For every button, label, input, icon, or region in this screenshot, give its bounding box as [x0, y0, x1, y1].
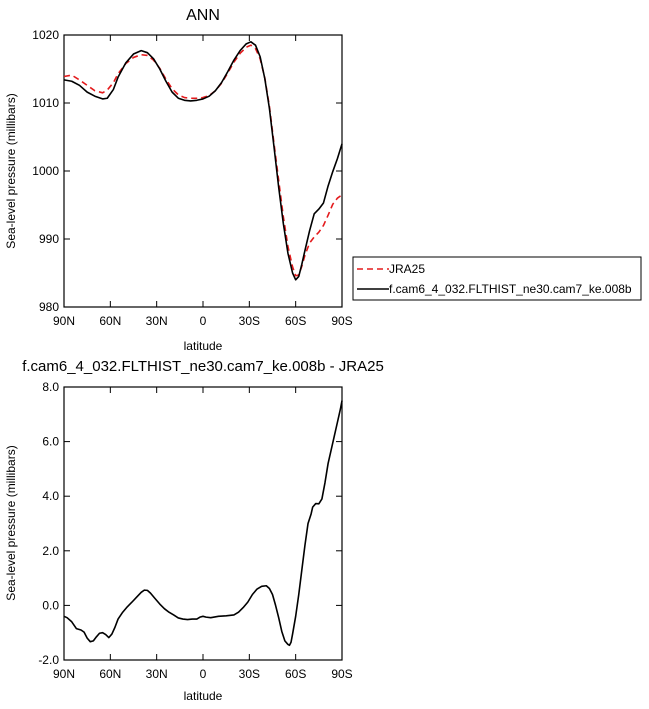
- bottom-x-tick-label: 0: [200, 667, 207, 681]
- bottom-panel: f.cam6_4_032.FLTHIST_ne30.cam7_ke.008b -…: [4, 358, 384, 703]
- bottom-y-tick-label: 4.0: [42, 489, 59, 503]
- bottom-x-tick-label: 60N: [99, 667, 121, 681]
- bottom-x-axis: 90N 60N 30N 0 30S 60S 90S: [53, 387, 353, 681]
- top-x-axis: 90N 60N 30N 0 30S 60S 90S: [53, 35, 353, 328]
- top-y-tick-label: 1020: [32, 28, 59, 42]
- legend-label-model: f.cam6_4_032.FLTHIST_ne30.cam7_ke.008b: [389, 282, 632, 296]
- bottom-y-axis: 8.0 6.0 4.0 2.0 0.0 -2.0: [38, 380, 342, 667]
- legend: JRA25 f.cam6_4_032.FLTHIST_ne30.cam7_ke.…: [352, 256, 642, 301]
- top-x-tick-label: 60S: [285, 314, 306, 328]
- top-x-tick-label: 60N: [99, 314, 121, 328]
- bottom-x-tick-label: 90S: [331, 667, 352, 681]
- bottom-x-tick-label: 60S: [285, 667, 306, 681]
- bottom-plot-frame: [63, 386, 343, 661]
- bottom-y-axis-label: Sea-level pressure (millibars): [4, 445, 18, 600]
- bottom-y-tick-label: 8.0: [42, 380, 59, 394]
- top-y-axis: 1020 1010 1000 990 980: [32, 28, 342, 314]
- top-x-tick-label: 90S: [331, 314, 352, 328]
- bottom-y-tick-label: 0.0: [42, 598, 59, 612]
- top-series-group: [63, 40, 343, 281]
- top-x-tick-label: 30S: [239, 314, 260, 328]
- top-y-tick-label: 1000: [32, 164, 59, 178]
- top-x-tick-label: 90N: [53, 314, 75, 328]
- legend-label-jra25: JRA25: [389, 262, 425, 276]
- top-series-line-1: [63, 40, 343, 281]
- top-chart-title: ANN: [186, 7, 220, 24]
- bottom-x-tick-label: 90N: [53, 667, 75, 681]
- bottom-series-line-0: [63, 400, 343, 647]
- legend-box: [352, 256, 642, 301]
- top-y-tick-label: 990: [39, 232, 59, 246]
- bottom-x-axis-label: latitude: [184, 689, 223, 703]
- top-x-axis-label: latitude: [184, 339, 223, 353]
- bottom-x-tick-label: 30S: [239, 667, 260, 681]
- top-x-tick-label: 30N: [146, 314, 168, 328]
- top-y-axis-label: Sea-level pressure (millibars): [4, 93, 18, 248]
- bottom-chart-title: f.cam6_4_032.FLTHIST_ne30.cam7_ke.008b -…: [22, 358, 384, 375]
- top-y-tick-label: 980: [39, 300, 59, 314]
- bottom-x-tick-label: 30N: [146, 667, 168, 681]
- top-plot-frame: [63, 34, 343, 308]
- bottom-y-tick-label: 2.0: [42, 544, 59, 558]
- top-series-line-0: [63, 44, 343, 277]
- top-y-tick-label: 1010: [32, 96, 59, 110]
- bottom-y-tick-label: 6.0: [42, 435, 59, 449]
- bottom-y-tick-label: -2.0: [38, 653, 59, 667]
- top-x-tick-label: 0: [200, 314, 207, 328]
- bottom-series-group: [63, 400, 343, 647]
